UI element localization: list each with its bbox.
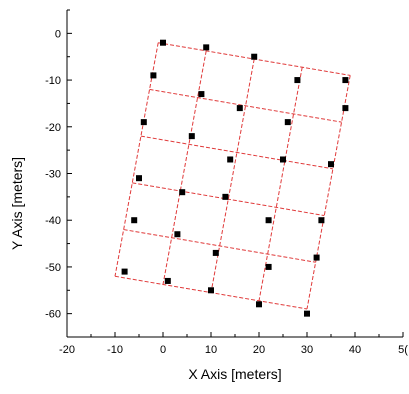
data-point xyxy=(203,44,210,51)
lattice-column-line xyxy=(210,58,255,293)
y-tick-label: -50 xyxy=(45,262,61,274)
lattice-row-line xyxy=(140,135,334,170)
lattice-grid xyxy=(114,42,351,310)
data-point xyxy=(212,249,219,256)
x-tick-label: 40 xyxy=(349,344,361,356)
data-point xyxy=(256,301,262,308)
data-point xyxy=(164,277,171,284)
y-tick-label: -30 xyxy=(45,169,61,181)
data-point xyxy=(121,268,128,275)
x-axis-title: X Axis [meters] xyxy=(188,366,281,382)
x-tick-label: -10 xyxy=(107,344,123,356)
lattice-row-line xyxy=(123,229,316,263)
data-points xyxy=(121,39,349,317)
data-point xyxy=(222,193,229,200)
y-axis-title: Y Axis [meters] xyxy=(9,157,25,250)
data-point xyxy=(131,217,138,224)
data-point xyxy=(328,161,334,168)
data-point xyxy=(251,53,258,60)
x-tick-label: 0 xyxy=(160,344,166,356)
data-point xyxy=(150,72,157,79)
x-tick-label: -20 xyxy=(59,344,75,356)
data-point xyxy=(179,189,186,196)
data-point xyxy=(227,156,234,163)
lattice-column-line xyxy=(114,42,159,277)
data-point xyxy=(318,217,325,224)
data-point xyxy=(265,263,272,270)
data-point xyxy=(294,77,301,84)
y-tick-label: -10 xyxy=(45,75,61,87)
data-point xyxy=(284,119,291,126)
data-point xyxy=(174,231,181,238)
y-tick-label: -60 xyxy=(45,309,61,321)
axes: -20 -10 0 10 20 30 40 5( 0 -10 -20 -30 -40 -50 -60 xyxy=(45,9,408,356)
data-point xyxy=(265,217,272,224)
data-point xyxy=(236,105,243,112)
data-point xyxy=(280,156,286,163)
data-point xyxy=(160,39,166,46)
y-axis-ticks: 0 -10 -20 -30 -40 -50 -60 xyxy=(45,9,72,338)
y-tick-label: -20 xyxy=(45,122,61,134)
data-point xyxy=(304,310,310,317)
x-tick-label: 10 xyxy=(205,344,217,356)
x-tick-label: 20 xyxy=(253,344,265,356)
x-tick-label: 5( xyxy=(398,344,408,356)
data-point xyxy=(198,91,205,98)
lattice-column-line xyxy=(162,50,207,285)
data-point xyxy=(136,175,142,182)
data-point xyxy=(140,119,147,126)
data-point xyxy=(208,287,214,294)
data-point xyxy=(342,105,349,112)
x-tick-label: 30 xyxy=(301,344,313,356)
y-tick-label: -40 xyxy=(45,215,61,227)
y-tick-label: 0 xyxy=(55,28,61,40)
lattice-row-line xyxy=(149,88,342,123)
data-point xyxy=(342,77,349,84)
lattice-column-line xyxy=(306,75,351,310)
data-point xyxy=(313,254,320,261)
data-point xyxy=(188,133,195,140)
x-axis-ticks: -20 -10 0 10 20 30 40 5( xyxy=(59,332,408,356)
lattice-column-line xyxy=(258,67,303,301)
